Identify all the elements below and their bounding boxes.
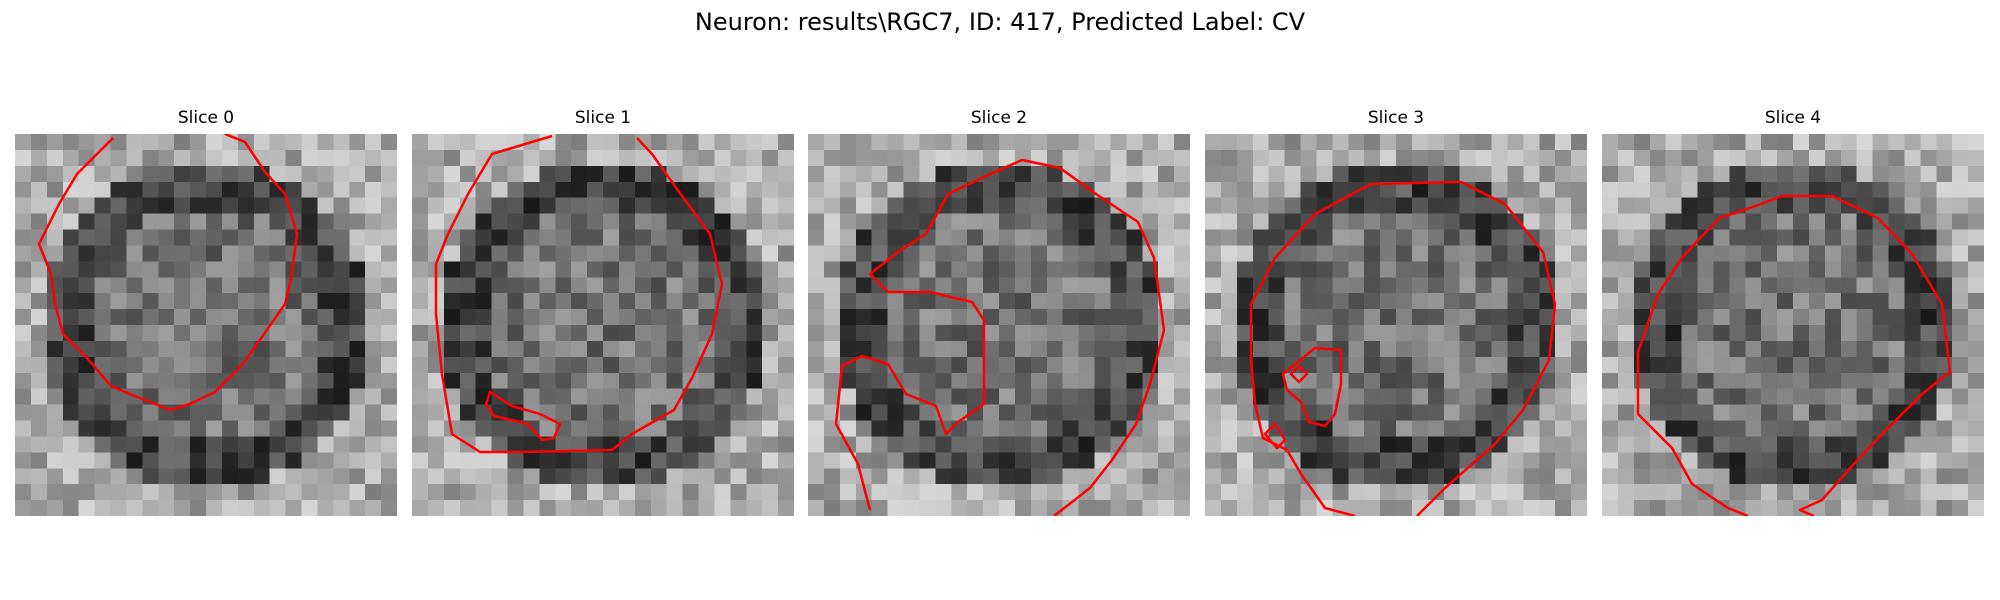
contour-overlay <box>434 134 724 454</box>
slice-image <box>412 134 794 516</box>
grayscale-image <box>808 134 1190 516</box>
contour-line <box>1636 194 1952 516</box>
slice-image <box>1205 134 1587 516</box>
contour-line <box>1281 346 1343 428</box>
slice-image <box>1602 134 1984 516</box>
contour-line <box>484 390 562 442</box>
contour-line <box>1249 180 1557 516</box>
contour-overlay <box>37 134 299 412</box>
contour-overlay <box>834 158 1166 516</box>
slice-title: Slice 1 <box>574 108 632 128</box>
contour-overlay <box>1249 180 1557 516</box>
grayscale-image <box>1205 134 1587 516</box>
slice-image <box>808 134 1190 516</box>
grayscale-image <box>15 134 397 516</box>
grayscale-image <box>1602 134 1984 516</box>
figure-title: Neuron: results\RGC7, ID: 417, Predicted… <box>694 8 1306 36</box>
contour-overlay <box>1636 194 1952 516</box>
contour-line <box>1263 422 1287 450</box>
contour-line <box>37 134 299 412</box>
slice-image <box>15 134 397 516</box>
grayscale-image <box>412 134 794 516</box>
contour-line <box>434 134 724 454</box>
contour-line <box>1289 364 1309 384</box>
contour-line <box>834 158 1166 516</box>
slice-title: Slice 2 <box>970 108 1028 128</box>
slice-title: Slice 4 <box>1764 108 1822 128</box>
slice-title: Slice 3 <box>1367 108 1425 128</box>
slice-title: Slice 0 <box>177 108 235 128</box>
